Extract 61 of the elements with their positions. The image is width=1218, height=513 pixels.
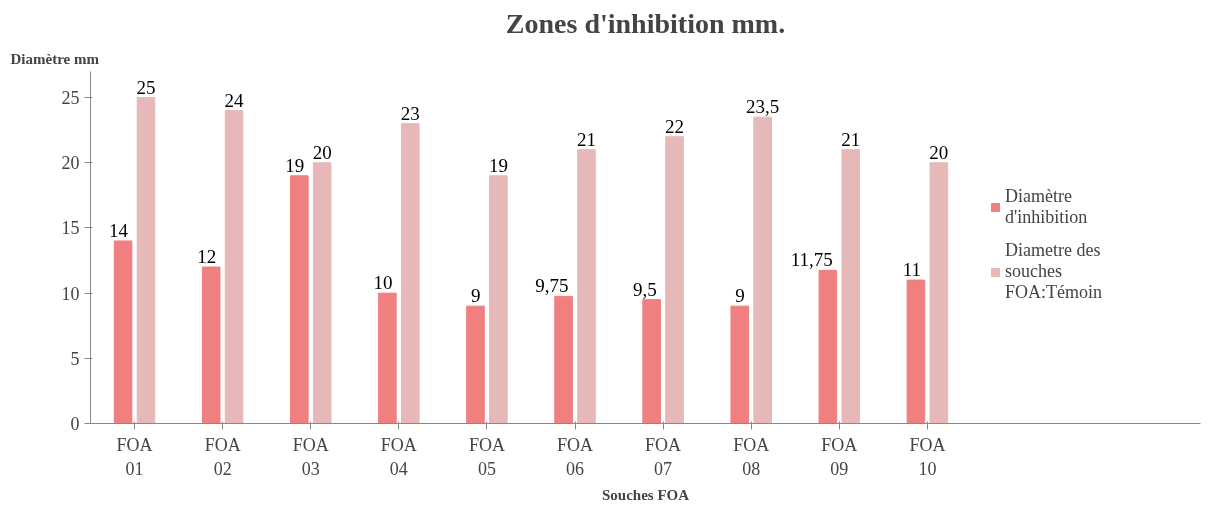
bar bbox=[378, 292, 397, 424]
bar bbox=[841, 149, 861, 424]
legend-label: Diamètre d'inhibition bbox=[1005, 186, 1088, 228]
bar bbox=[201, 266, 221, 424]
bar bbox=[906, 279, 926, 424]
x-tick-label: FOA 03 bbox=[292, 434, 329, 479]
x-tick-label: FOA 06 bbox=[557, 434, 594, 479]
chart-title: Zones d'inhibition mm. bbox=[505, 7, 786, 39]
data-label: 14 bbox=[109, 219, 129, 241]
bar bbox=[224, 110, 244, 424]
data-label: 9,75 bbox=[535, 275, 569, 297]
bar bbox=[489, 175, 508, 424]
x-tick-label: FOA 04 bbox=[380, 434, 417, 479]
data-label: 23 bbox=[400, 102, 420, 124]
bar bbox=[136, 97, 156, 424]
y-tick-label: 15 bbox=[61, 218, 80, 239]
data-label: 19 bbox=[488, 154, 508, 176]
data-label: 21 bbox=[576, 128, 596, 150]
bar bbox=[289, 175, 309, 424]
data-label: 21 bbox=[841, 128, 861, 150]
data-label: 19 bbox=[285, 154, 305, 176]
bar bbox=[665, 136, 684, 424]
y-tick-label: 0 bbox=[70, 414, 80, 434]
data-label: 20 bbox=[312, 141, 332, 163]
bar bbox=[312, 162, 332, 424]
y-axis-title: Diamètre mm bbox=[10, 50, 100, 67]
data-label: 10 bbox=[373, 272, 393, 294]
bar bbox=[577, 149, 596, 424]
data-label: 9,5 bbox=[632, 278, 657, 300]
data-label: 9 bbox=[735, 285, 745, 307]
bar bbox=[642, 299, 661, 424]
bar bbox=[554, 295, 573, 424]
bar bbox=[466, 305, 485, 424]
bar bbox=[753, 116, 772, 424]
data-label: 11 bbox=[902, 259, 921, 281]
data-label: 25 bbox=[136, 76, 156, 98]
data-label: 20 bbox=[929, 141, 949, 163]
y-tick-label: 20 bbox=[61, 153, 80, 174]
data-label: 9 bbox=[470, 285, 481, 307]
x-tick-label: FOA 09 bbox=[821, 434, 858, 479]
y-tick-label: 5 bbox=[70, 348, 80, 369]
x-axis-title: Souches FOA bbox=[601, 486, 690, 503]
legend-label: Diametre des souches FOA:Témoin bbox=[1005, 240, 1102, 303]
y-tick-label: 10 bbox=[61, 283, 80, 304]
data-label: 12 bbox=[197, 246, 217, 268]
x-tick-label: FOA 01 bbox=[116, 434, 153, 479]
bar bbox=[113, 240, 133, 424]
data-label: 22 bbox=[665, 115, 685, 137]
data-label: 23,5 bbox=[746, 96, 780, 118]
bar bbox=[400, 123, 420, 424]
x-tick-label: FOA 05 bbox=[468, 434, 505, 479]
data-label: 11,75 bbox=[790, 249, 833, 271]
x-tick-label: FOA 10 bbox=[909, 434, 946, 479]
x-tick-label: FOA 08 bbox=[733, 434, 770, 479]
bar bbox=[730, 305, 750, 424]
x-tick-label: FOA 07 bbox=[645, 434, 682, 479]
bar bbox=[818, 269, 838, 424]
x-tick-label: FOA 02 bbox=[204, 434, 241, 479]
y-tick-label: 25 bbox=[61, 88, 80, 109]
data-label: 24 bbox=[224, 89, 245, 111]
bar bbox=[929, 162, 949, 424]
